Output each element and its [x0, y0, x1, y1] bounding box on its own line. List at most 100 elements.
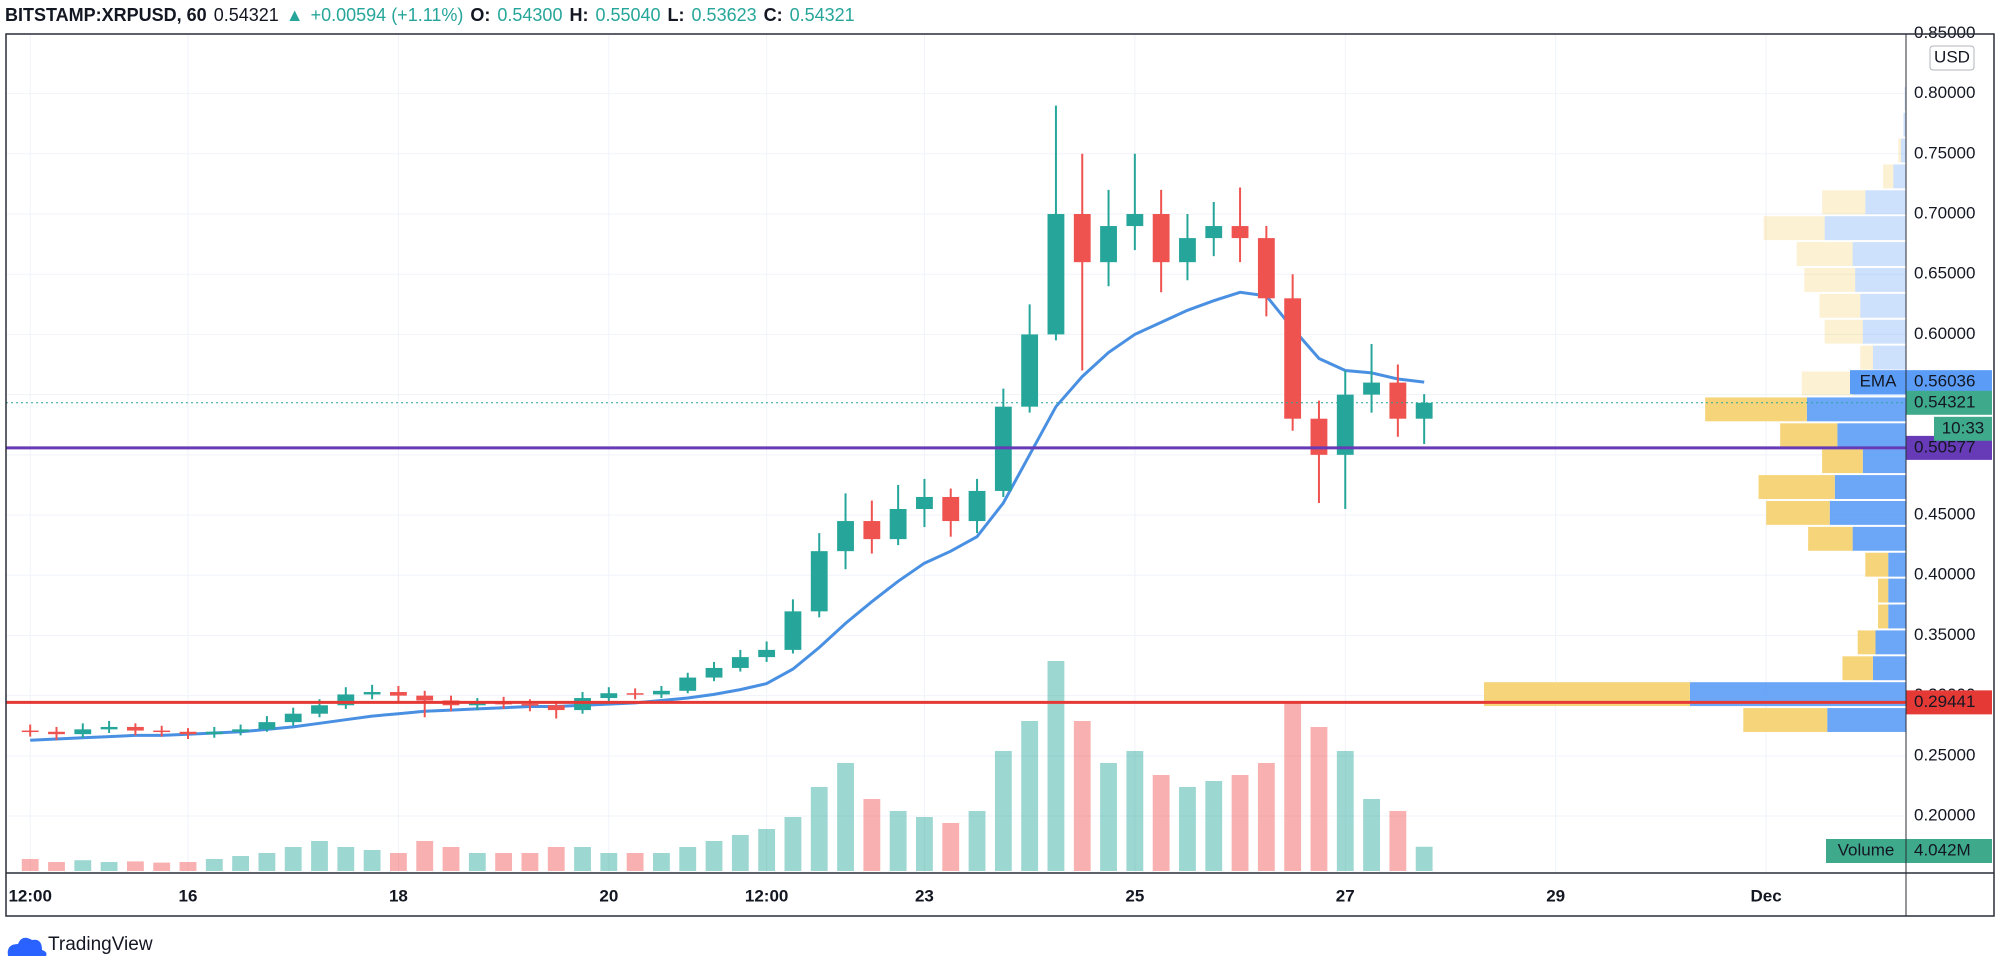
profile-up	[1872, 656, 1906, 681]
last-price: 0.54321	[213, 4, 279, 25]
y-tick-label: 0.85000	[1914, 23, 1975, 42]
candle-body	[100, 726, 118, 730]
volume-bar	[810, 787, 828, 871]
candle-body	[942, 496, 960, 522]
profile-down	[1822, 190, 1866, 215]
volume-bar	[337, 847, 355, 871]
header: BITSTAMP:XRPUSD, 60 0.54321 ▲ +0.00594 (…	[5, 2, 855, 28]
brand: TradingView	[48, 934, 153, 955]
candle-body	[547, 705, 565, 711]
volume-bar	[1179, 787, 1196, 871]
volume-bar	[653, 853, 670, 871]
volume-bar	[863, 799, 881, 871]
profile-up	[1888, 578, 1906, 603]
ohlc-value: 0.54300	[497, 4, 563, 25]
y-tick-label: 0.65000	[1914, 264, 1975, 283]
candle-body	[1310, 418, 1328, 455]
x-tick-label: 29	[1546, 886, 1565, 905]
volume-tag-name: Volume	[1838, 840, 1895, 859]
profile-down	[1865, 552, 1889, 577]
volume-bar	[100, 862, 118, 871]
profile-up	[1893, 164, 1906, 189]
volume-bar	[416, 841, 434, 871]
y-tick-label: 0.75000	[1914, 143, 1975, 162]
profile-down	[1484, 682, 1690, 707]
profile-down	[1878, 578, 1889, 603]
candle-body	[205, 731, 223, 735]
volume-bar	[1363, 799, 1380, 871]
volume-bar	[837, 763, 854, 871]
volume-tag-bg	[1906, 839, 1992, 863]
candle-body	[1389, 382, 1407, 419]
symbol: BITSTAMP:XRPUSD, 60	[5, 4, 207, 25]
candle-body	[574, 698, 591, 711]
x-tick-label: 12:00	[745, 886, 788, 905]
profile-up	[1862, 319, 1906, 344]
volume-bar	[232, 856, 250, 871]
volume-bar	[21, 859, 39, 871]
profile-up	[1806, 397, 1906, 422]
volume-bar	[916, 817, 933, 871]
ema-tag-name-bg	[1850, 370, 1906, 395]
ema-tag-name: EMA	[1860, 372, 1898, 391]
volume-bar	[1073, 721, 1091, 871]
volume-bar	[1257, 763, 1275, 871]
currency-box	[1929, 45, 1975, 71]
x-tick-label: 16	[179, 886, 198, 905]
currency: USD	[1934, 47, 1970, 66]
price-tag	[1906, 690, 1992, 715]
profile-down	[1743, 708, 1828, 732]
up-arrow: ▲	[285, 4, 304, 25]
profile-up	[1872, 345, 1906, 370]
logo[interactable]: TradingView	[7, 934, 153, 956]
profile-down	[1824, 319, 1863, 344]
candle-body	[1126, 214, 1144, 227]
candle-body	[1073, 214, 1091, 263]
volume-bar	[1310, 727, 1328, 871]
candle-body	[1363, 382, 1380, 395]
profile-up	[1852, 526, 1906, 551]
volume-bar	[1389, 811, 1407, 871]
volume-bar	[1415, 846, 1433, 871]
candle-body	[679, 677, 697, 691]
profile-down	[1780, 423, 1838, 448]
candle-body	[179, 731, 197, 735]
candle-body	[810, 551, 828, 612]
volume-bar	[758, 829, 776, 871]
candle-body	[626, 693, 644, 695]
volume-bar	[784, 817, 802, 871]
volume-bar	[74, 860, 92, 871]
volume-bar	[1284, 703, 1302, 871]
profile-up	[1827, 708, 1906, 732]
candle-body	[1152, 214, 1170, 263]
candle-body	[916, 496, 933, 510]
candle-body	[705, 667, 723, 678]
candle-body	[1336, 394, 1354, 455]
ohlc-value: 0.53623	[691, 4, 757, 25]
profile-down	[1878, 604, 1889, 629]
volume-bar	[942, 823, 960, 871]
volume-bar	[442, 847, 460, 871]
candle-body	[74, 729, 92, 735]
price-tag-label: 0.54321	[1914, 392, 1975, 411]
candle-body	[284, 713, 302, 723]
volume-bar	[626, 853, 644, 871]
volume-bar	[179, 862, 197, 871]
profile-down	[1898, 138, 1901, 163]
profile-up	[1875, 630, 1906, 655]
x-tick-label: 27	[1336, 886, 1355, 905]
candle-body	[389, 692, 407, 696]
ohlc-label: O:	[470, 4, 491, 25]
profile-down	[1796, 242, 1853, 266]
volume-bar	[363, 850, 381, 871]
candle-body	[758, 649, 776, 658]
candle-body	[1284, 298, 1302, 419]
profile-down	[1763, 216, 1825, 241]
x-tick-label: Dec	[1750, 886, 1781, 905]
candle-body	[232, 729, 250, 732]
profile-up	[1860, 293, 1906, 318]
change: +0.00594 (+1.11%)	[310, 4, 464, 25]
candle-body	[363, 692, 381, 695]
